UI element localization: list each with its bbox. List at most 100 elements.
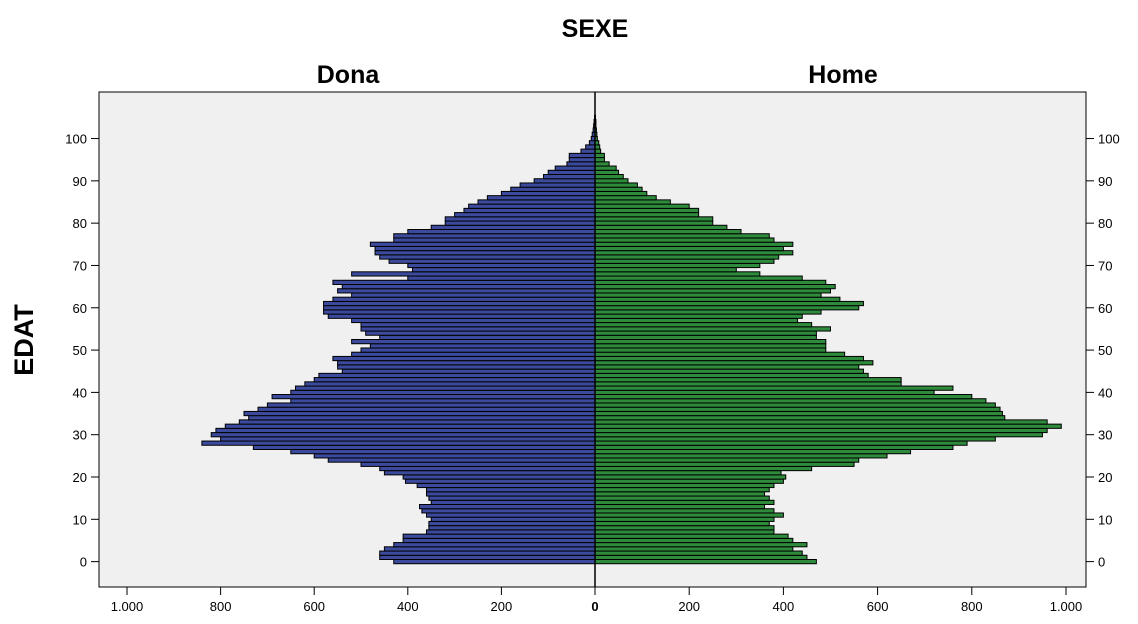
bar-home — [594, 279, 827, 285]
bar-home — [594, 377, 902, 383]
bar-dona — [419, 504, 596, 510]
bar-home — [594, 440, 968, 446]
bar-home — [594, 254, 780, 260]
bar-dona — [486, 195, 596, 201]
y-tick-label: 10 — [1098, 512, 1112, 527]
x-tick-label: 600 — [303, 599, 325, 614]
bar-home — [594, 343, 827, 349]
bar-dona — [351, 339, 596, 345]
bar-home — [594, 174, 624, 180]
y-tick-label: 0 — [80, 555, 87, 570]
bar-dona — [323, 309, 596, 315]
bar-home — [594, 241, 794, 247]
bar-home — [594, 482, 775, 489]
bar-home — [594, 529, 775, 535]
bar-home — [594, 406, 1001, 412]
y-tick-label: 40 — [1098, 385, 1112, 400]
bar-dona — [393, 233, 596, 239]
bar-home — [594, 334, 817, 340]
bar-home — [594, 322, 813, 328]
bar-dona — [547, 169, 596, 176]
bar-dona — [266, 402, 596, 408]
bar-dona — [351, 292, 596, 298]
bar-home — [594, 415, 1006, 421]
bar-dona — [510, 186, 596, 192]
bar-dona — [580, 148, 596, 154]
bar-home — [594, 491, 766, 497]
bar-dona — [351, 351, 596, 357]
bar-home — [594, 237, 775, 243]
bar-home — [594, 559, 817, 565]
bar-home — [594, 330, 817, 336]
bar-home — [594, 292, 822, 298]
bar-home — [594, 220, 714, 226]
bar-dona — [426, 512, 596, 518]
bar-dona — [428, 495, 596, 501]
bar-dona — [404, 478, 596, 484]
bar-home — [594, 169, 620, 176]
panel-label-right: Home — [808, 61, 878, 89]
x-tick-label: 200 — [491, 599, 513, 614]
bar-home — [594, 186, 643, 192]
bar-dona — [585, 144, 596, 150]
bar-dona — [304, 381, 596, 387]
bar-dona — [379, 550, 596, 556]
bar-dona — [351, 317, 596, 324]
bar-dona — [393, 237, 596, 243]
bar-dona — [290, 389, 596, 395]
bar-dona — [393, 559, 596, 565]
bar-dona — [533, 178, 596, 184]
bar-home — [594, 394, 973, 400]
bar-dona — [215, 427, 596, 434]
bar-dona — [360, 461, 596, 467]
x-tick-label: 1.000 — [111, 599, 144, 614]
bar-dona — [428, 525, 596, 531]
bar-home — [594, 499, 775, 505]
bar-home — [594, 245, 784, 252]
y-tick-label: 70 — [1098, 258, 1112, 273]
bar-home — [594, 326, 831, 332]
bar-dona — [238, 419, 596, 425]
bar-home — [594, 470, 782, 476]
bar-home — [594, 385, 954, 391]
bar-dona — [294, 385, 596, 391]
bar-home — [594, 199, 671, 205]
bar-dona — [402, 537, 596, 544]
y-tick-label: 80 — [1098, 216, 1112, 231]
bar-dona — [379, 554, 596, 561]
y-tick-label: 100 — [1098, 132, 1120, 147]
bar-home — [594, 152, 605, 159]
bar-dona — [379, 254, 596, 260]
bar-home — [594, 449, 912, 455]
bar-dona — [337, 288, 596, 294]
bar-home — [594, 157, 605, 163]
y-tick-label: 30 — [1098, 428, 1112, 443]
y-tick-label: 60 — [1098, 301, 1112, 316]
bar-home — [594, 148, 602, 154]
bar-home — [594, 229, 742, 235]
bar-dona — [201, 440, 596, 446]
bars-dona — [201, 114, 596, 565]
bar-dona — [210, 432, 596, 438]
y-axis-left: 0 10 20 30 40 50 60 70 80 90 100 — [65, 132, 99, 570]
y-tick-label: 40 — [73, 385, 87, 400]
bar-dona — [426, 491, 596, 497]
y-tick-label: 90 — [73, 174, 87, 189]
bar-dona — [402, 533, 596, 539]
bar-home — [594, 504, 766, 510]
bar-dona — [383, 470, 596, 476]
bar-home — [594, 305, 860, 311]
bar-home — [594, 212, 700, 218]
bar-dona — [374, 245, 596, 252]
bar-dona — [519, 182, 596, 188]
bar-dona — [393, 542, 596, 548]
bar-home — [594, 465, 813, 472]
bar-dona — [224, 423, 596, 429]
bar-home — [594, 271, 761, 277]
bar-dona — [360, 347, 596, 353]
bar-home — [594, 165, 617, 171]
bar-dona — [430, 516, 596, 522]
bar-home — [594, 233, 770, 239]
bar-home — [594, 182, 638, 188]
bar-home — [594, 381, 902, 387]
